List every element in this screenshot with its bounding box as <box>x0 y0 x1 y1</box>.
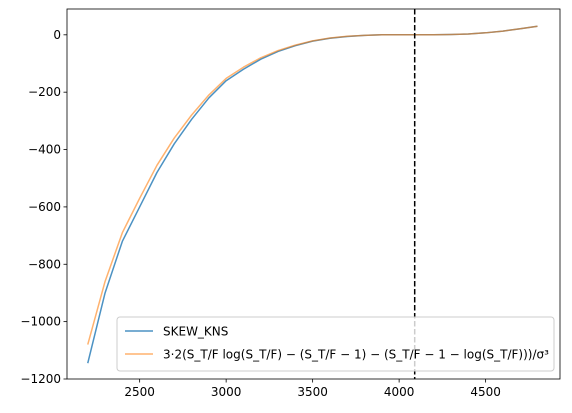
y-tick-label: −800 <box>28 257 61 271</box>
legend-box <box>116 316 555 372</box>
axes-frame <box>66 8 561 380</box>
y-tick-label: 0 <box>53 28 61 42</box>
legend-label-1: SKEW_KNS <box>163 325 228 339</box>
x-tick-label: 2500 <box>124 385 155 399</box>
y-tick-label: −1200 <box>20 372 61 386</box>
x-tick-label: 3500 <box>297 385 328 399</box>
series-line-2 <box>87 25 538 345</box>
x-tick-label: 4000 <box>384 385 415 399</box>
y-tick-label: −200 <box>28 85 61 99</box>
y-tick-label: −400 <box>28 143 61 157</box>
legend-label-2: 3·2(S_T/F log(S_T/F) − (S_T/F − 1) − (S_… <box>163 348 549 362</box>
y-tick-label: −1000 <box>20 315 61 329</box>
x-tick-label: 4500 <box>470 385 501 399</box>
y-tick-label: −600 <box>28 200 61 214</box>
x-tick-label: 3000 <box>211 385 242 399</box>
